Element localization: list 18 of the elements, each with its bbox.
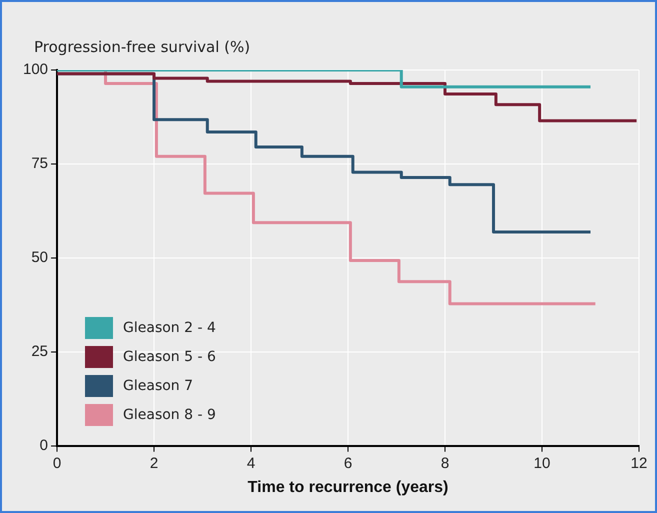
y-axis-title: Progression-free survival (%) [34,38,250,56]
x-tick-label: 10 [534,454,550,472]
x-tick-label: 0 [52,454,62,472]
x-tick-label: 12 [630,454,648,472]
y-tick-label: 75 [31,155,48,172]
x-tick-label: 2 [150,454,158,472]
x-axis-title: Time to recurrence (years) [248,478,448,496]
x-tick-label: 4 [246,454,256,472]
x-tick-label: 8 [440,454,450,472]
legend-label: Gleason 5 - 6 [123,348,216,365]
x-tick-label: 6 [344,454,352,472]
legend-label: Gleason 8 - 9 [123,406,216,423]
legend-label: Gleason 7 [123,378,194,394]
y-tick-label: 100 [22,61,48,78]
y-tick-label: 25 [31,342,48,360]
y-tick-label: 50 [31,249,48,266]
y-tick-label: 0 [40,436,48,454]
legend-label: Gleason 2 - 4 [123,320,216,336]
